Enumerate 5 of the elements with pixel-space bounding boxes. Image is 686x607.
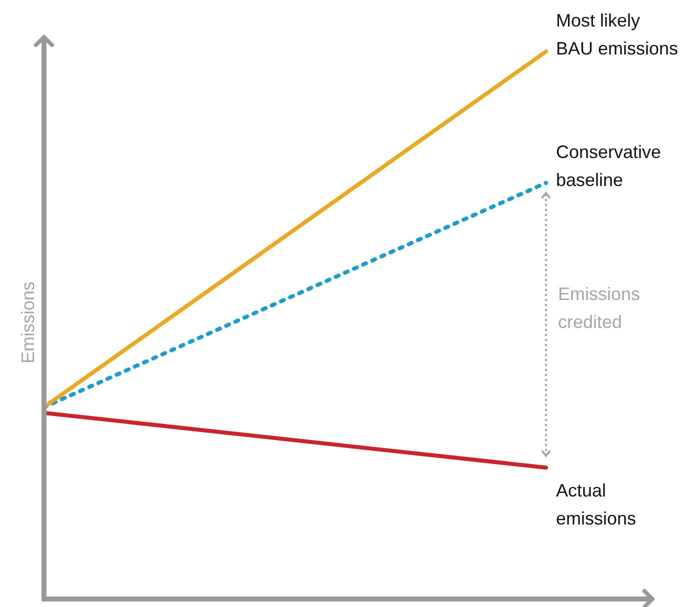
series-label: Most likely BAU emissions <box>556 10 678 58</box>
series-label: Conservative baseline <box>556 142 662 190</box>
annotation: Emissions credited <box>558 284 640 332</box>
series-label: Actual emissions <box>556 480 636 529</box>
y-axis-title: Emissions <box>18 281 38 364</box>
